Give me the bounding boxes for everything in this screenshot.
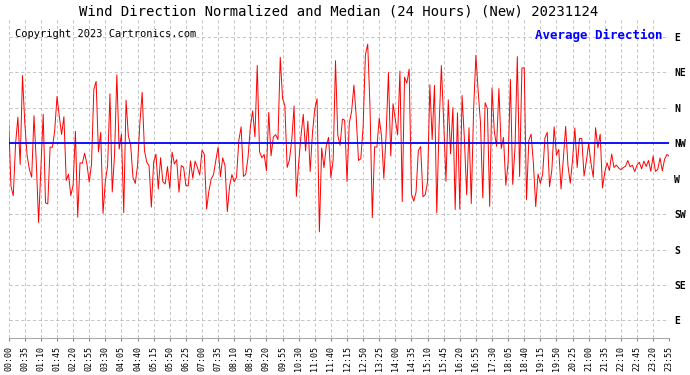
Title: Wind Direction Normalized and Median (24 Hours) (New) 20231124: Wind Direction Normalized and Median (24…: [79, 4, 598, 18]
Text: Copyright 2023 Cartronics.com: Copyright 2023 Cartronics.com: [15, 29, 197, 39]
Text: Average Direction: Average Direction: [535, 29, 662, 42]
